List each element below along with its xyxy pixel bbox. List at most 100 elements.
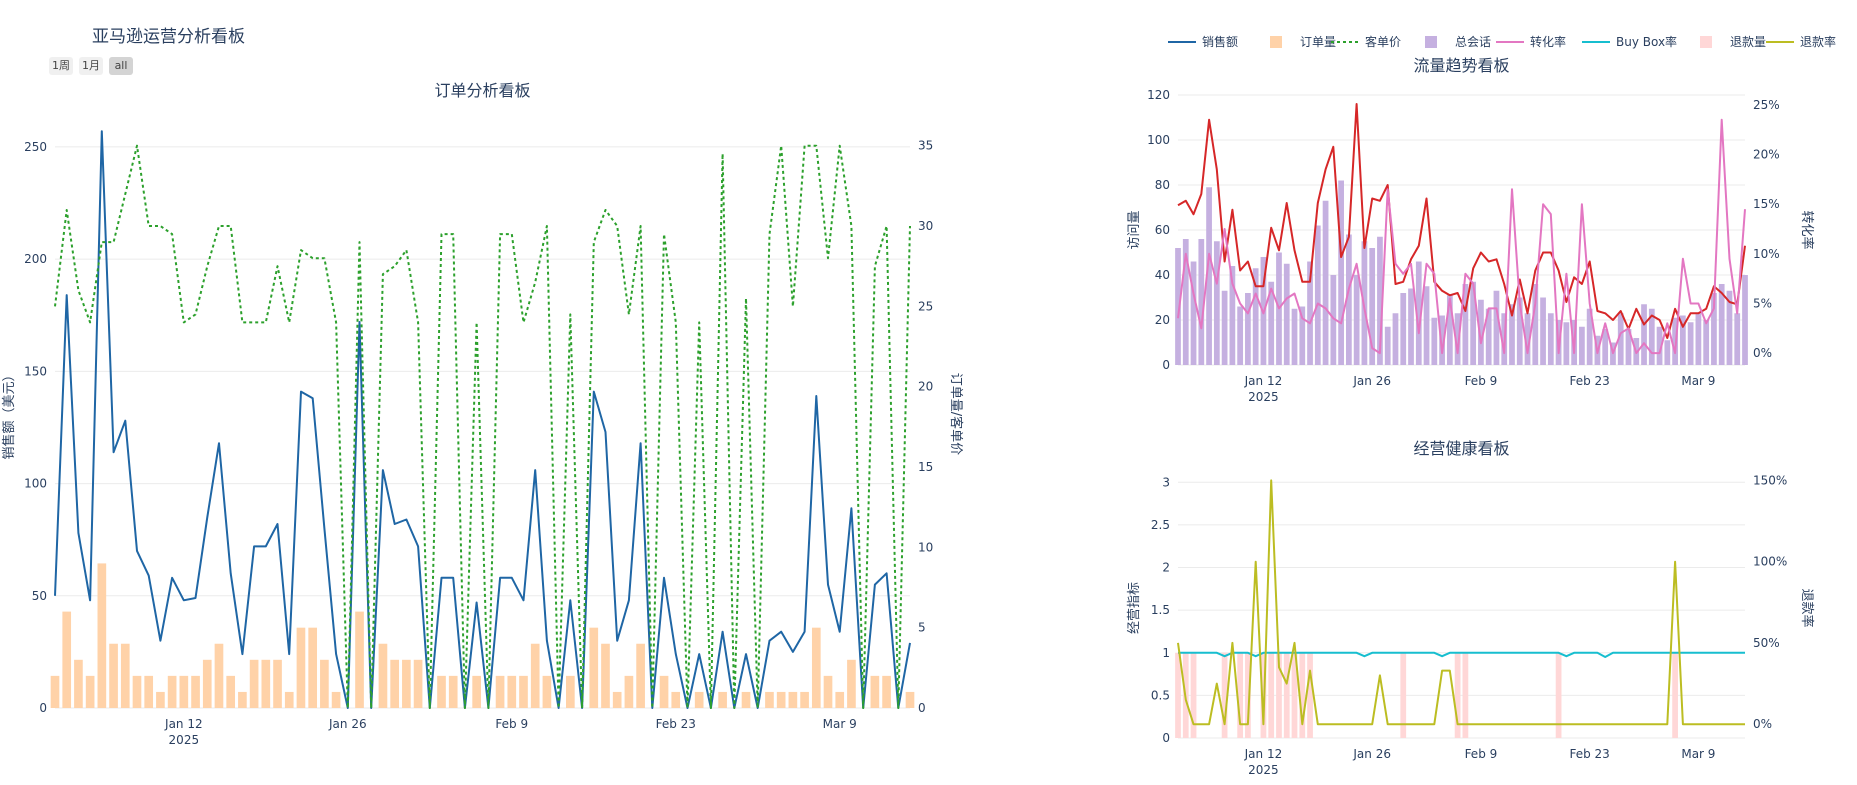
legend-label: 客单价 [1365,34,1401,49]
orders-bar-orders [472,675,481,708]
legend-item-1: 订单量 [1270,35,1336,49]
health-xtick-label: Feb 9 [1465,747,1498,761]
traffic-ylabel: 访问量 [1127,210,1142,249]
health-bar-refund_qty [1190,652,1197,738]
traffic-xtick-label: Feb 23 [1569,374,1609,388]
orders-bar-orders [776,691,786,708]
traffic-bar-sessions [1252,268,1259,365]
health-bar-refund_qty [1283,652,1290,738]
orders-bar-orders [74,659,83,708]
legend-item-3: 总会话 [1425,35,1491,49]
orders-bar-orders [566,675,575,708]
legend-swatch [1700,36,1712,48]
legend-label: 转化率 [1530,34,1566,49]
traffic-bar-sessions [1524,313,1531,365]
legend-item-7: 退款率 [1766,34,1836,49]
orders-bar-orders [214,643,224,708]
orders-ytick2-label: 35 [918,139,933,153]
traffic-bar-sessions [1516,297,1523,365]
traffic-bar-sessions [1509,304,1515,365]
traffic-bar-sessions [1470,281,1477,365]
traffic-bar-sessions [1314,225,1321,365]
orders-bar-orders [179,675,189,708]
traffic-bar-sessions [1392,313,1399,365]
traffic-chart [1175,94,1748,366]
traffic-bar-sessions [1268,281,1275,365]
traffic-xtick-label: Jan 12 [1244,374,1283,388]
traffic-bar-sessions [1346,234,1352,365]
orders-bar-orders [589,627,599,708]
health-bar-refund_qty [1454,652,1461,738]
health-bar-refund_qty [1555,652,1562,738]
range-button-all[interactable]: all [109,57,133,75]
legend-swatch [1425,36,1437,48]
legend-label: Buy Box率 [1616,34,1677,49]
traffic-bar-sessions [1175,248,1181,365]
traffic-bar-sessions [1617,313,1624,365]
health-title: 经营健康看板 [1413,439,1509,458]
traffic-bar-sessions [1377,236,1383,365]
traffic-xtick-label: Jan 26 [1352,374,1391,388]
orders-ytick2-label: 15 [918,460,933,474]
orders-bar-orders [50,675,60,708]
health-ylabel: 经营指标 [1127,582,1142,634]
traffic-ytick-label: 60 [1155,223,1170,237]
orders-bar-orders [694,691,704,708]
traffic-ytick-label: 100 [1147,133,1170,147]
orders-bar-orders [191,675,200,708]
legend-item-6: 退款量 [1700,35,1766,49]
orders-bar-orders [320,659,329,708]
traffic-bar-sessions [1439,315,1445,365]
legend-label: 销售额 [1202,34,1238,49]
traffic-bar-sessions [1182,239,1189,365]
traffic-ytick2-label: 15% [1753,197,1780,211]
traffic-bar-sessions [1353,275,1360,365]
orders-bar-orders [355,611,364,708]
traffic-bar-sessions [1291,308,1298,365]
health-bar-refund_qty [1307,652,1313,738]
health-bar-refund_qty [1462,652,1469,738]
orders-chart [50,130,915,709]
orders-bar-orders [905,691,915,708]
traffic-line-pageviews [1177,103,1746,339]
orders-ytick-label: 50 [32,589,47,603]
traffic-bar-sessions [1229,266,1236,365]
range-button-1m[interactable]: 1月 [79,57,103,75]
health-chart [1175,479,1745,739]
health-bar-refund_qty [1237,652,1244,738]
traffic-bar-sessions [1206,187,1212,365]
orders-bar-orders [296,627,306,708]
legend-item-2: 客单价 [1331,34,1401,49]
orders-bar-orders [120,643,130,708]
health-ytick2-label: 150% [1753,473,1787,487]
orders-ytick-label: 200 [24,252,47,266]
traffic-bar-sessions [1400,293,1407,365]
health-bar-refund_qty [1672,652,1678,738]
health-ytick2-label: 50% [1753,636,1780,650]
traffic-bar-sessions [1338,180,1344,365]
orders-bar-orders [85,675,95,708]
traffic-bar-sessions [1423,286,1430,365]
health-ylabel2: 退款率 [1799,588,1815,627]
orders-ytick2-label: 30 [918,219,933,233]
traffic-bar-sessions [1237,306,1244,365]
traffic-ytick-label: 0 [1162,358,1170,372]
traffic-bar-sessions [1485,308,1492,365]
health-ytick-label: 2 [1162,561,1170,575]
health-xtick-label: Mar 9 [1681,747,1715,761]
orders-bar-orders [97,563,107,708]
traffic-bar-sessions [1493,290,1500,365]
traffic-bar-sessions [1446,295,1453,365]
traffic-bar-sessions [1299,306,1306,365]
traffic-line-conversion [1177,118,1746,355]
traffic-bar-sessions [1687,322,1694,365]
traffic-ytick-label: 40 [1155,268,1170,282]
health-bar-refund_qty [1291,652,1298,738]
traffic-bar-sessions [1563,322,1570,365]
orders-bar-orders [741,691,751,708]
orders-bar-orders [847,659,856,708]
range-button-1w[interactable]: 1周 [49,57,73,75]
traffic-ytick2-label: 5% [1753,296,1772,310]
legend-item-5: Buy Box率 [1582,34,1677,49]
